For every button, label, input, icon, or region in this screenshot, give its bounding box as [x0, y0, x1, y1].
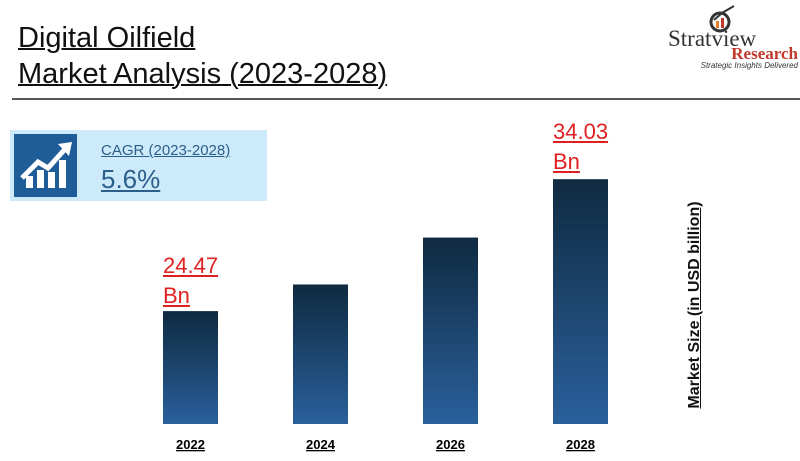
- bar-2028: [553, 179, 608, 424]
- x-tick-label: 2022: [176, 437, 205, 452]
- stratview-logo: Stratview Research Strategic Insights De…: [660, 4, 800, 70]
- growth-chart-icon: [14, 134, 77, 197]
- bar-2026: [423, 237, 478, 424]
- page-title: Digital Oilfield Market Analysis (2023-2…: [18, 22, 388, 90]
- x-tick-label: 2028: [566, 437, 595, 452]
- logo-magnifier-icon: [709, 5, 735, 33]
- bar-2024: [293, 284, 348, 424]
- data-label-2028: 34.03 Bn: [553, 119, 609, 174]
- data-label-2022: 24.47 Bn: [163, 253, 219, 308]
- x-tick-label: 2026: [436, 437, 465, 452]
- cagr-label: CAGR (2023-2028): [101, 142, 231, 159]
- x-tick-label: 2024: [306, 437, 336, 452]
- y-axis-label: Market Size (in USD billion): [686, 201, 703, 409]
- cagr-value: 5.6%: [101, 164, 161, 194]
- cagr-box: CAGR (2023-2028) 5.6%: [10, 130, 267, 201]
- title-divider: [12, 98, 800, 100]
- bar-2022: [163, 311, 218, 424]
